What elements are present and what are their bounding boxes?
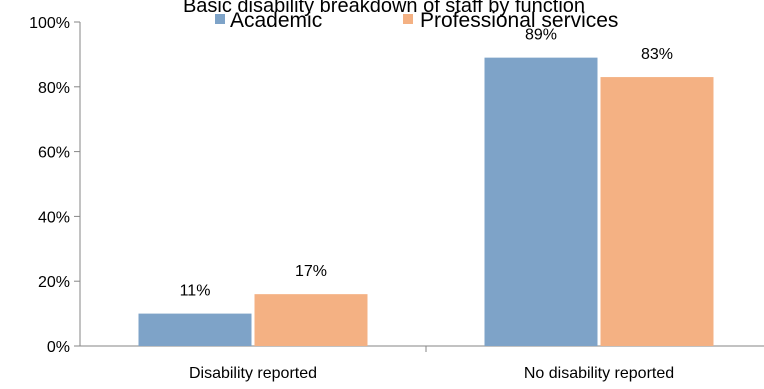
data-label: 83% <box>641 46 673 63</box>
legend-entry: Academic <box>230 9 322 32</box>
data-label: 89% <box>525 27 557 44</box>
y-tick-label: 20% <box>38 274 70 291</box>
y-tick-label: 100% <box>29 15 70 32</box>
x-category-label: No disability reported <box>524 365 674 382</box>
legend-swatch <box>215 14 225 24</box>
y-tick-label: 80% <box>38 80 70 97</box>
bar-academic <box>138 313 252 346</box>
bar-professional-services <box>254 294 368 346</box>
x-category-label: Disability reported <box>189 365 317 382</box>
y-tick-label: 60% <box>38 145 70 162</box>
data-label: 11% <box>180 283 211 300</box>
bar-professional-services <box>600 77 714 346</box>
data-label: 17% <box>295 263 327 280</box>
data-labels: 11% 17% 89% 83% <box>180 27 673 300</box>
y-tick-label: 40% <box>38 209 70 226</box>
chart-title: Basic disability breakdown of staff by f… <box>183 0 585 17</box>
legend-swatch <box>403 14 413 24</box>
legend-entry: Professional services <box>420 9 618 32</box>
y-tick-label: 0% <box>47 339 70 356</box>
bars <box>138 57 714 346</box>
axes: 0% 20% 40% 60% 80% 100% Disability reported No … <box>29 15 764 382</box>
bar-academic <box>484 57 598 346</box>
legend: Academic Professional services <box>215 9 618 32</box>
